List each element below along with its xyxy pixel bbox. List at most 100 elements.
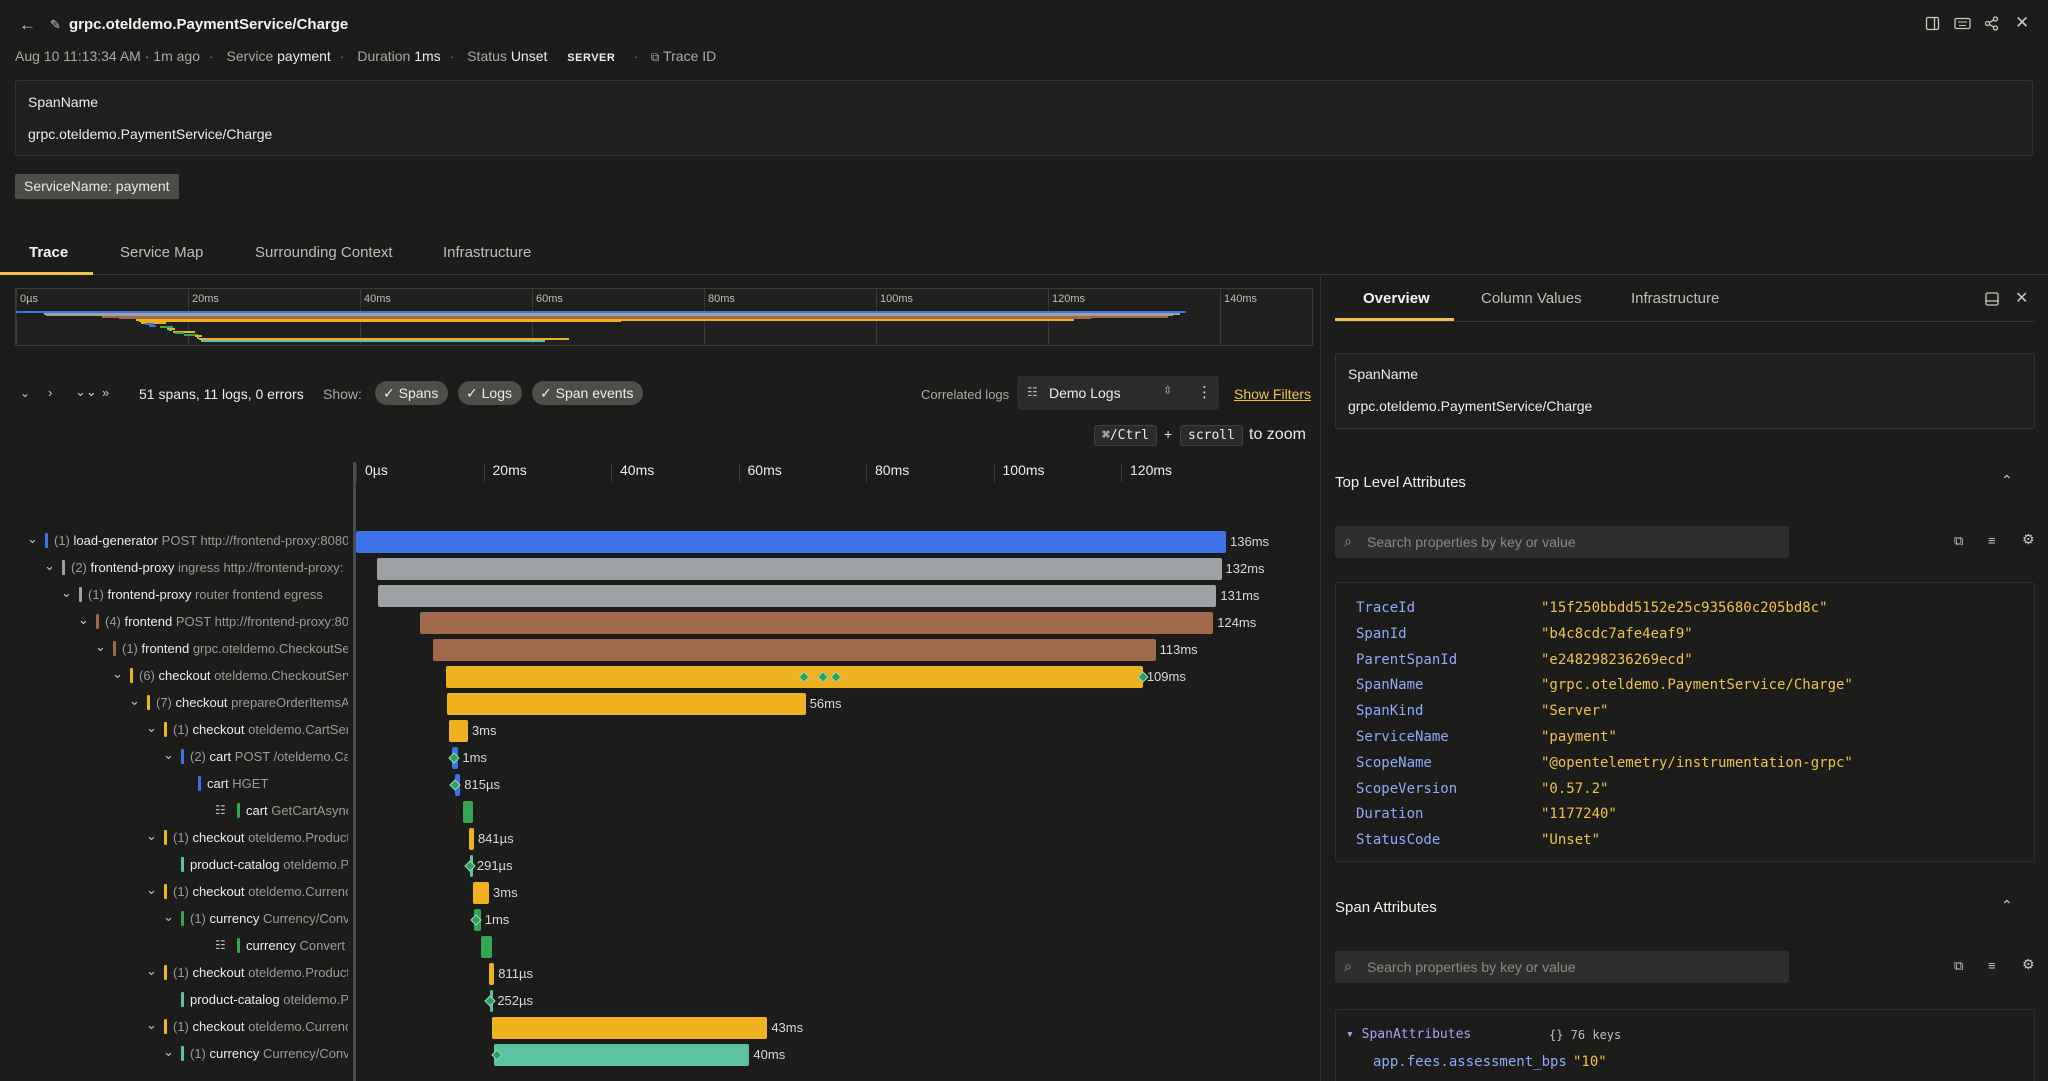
chevron-down-icon[interactable]: ⌄ xyxy=(163,1044,174,1059)
span-row[interactable]: ⌄ (1) checkout oteldemo.Currency 3ms xyxy=(0,879,1318,906)
share-icon[interactable] xyxy=(1984,16,1999,34)
span-row[interactable]: ⌄ (1) frontend-proxy router frontend egre… xyxy=(0,582,1318,609)
span-bar[interactable] xyxy=(447,693,806,715)
span-row[interactable]: ⌄ (1) checkout oteldemo.CartService 3ms xyxy=(0,717,1318,744)
chevron-down-icon[interactable]: ⌄ xyxy=(112,666,123,681)
chevron-up-icon[interactable]: ⌃ xyxy=(2001,472,2013,488)
tab-column-values[interactable]: Column Values xyxy=(1481,290,1582,307)
timeline-divider[interactable] xyxy=(353,462,356,1081)
span-row[interactable]: ⌄ (1) currency Currency/Convert 1ms xyxy=(0,906,1318,933)
tab-infrastructure[interactable]: Infrastructure xyxy=(443,244,532,261)
chevron-down-icon[interactable]: ⌄ xyxy=(146,828,157,843)
tab-service-map[interactable]: Service Map xyxy=(120,244,204,261)
chevron-down-icon[interactable]: ⌄ xyxy=(163,909,174,924)
span-bar[interactable] xyxy=(492,1017,768,1039)
span-events-toggle-chip[interactable]: ✓ Span events xyxy=(532,381,644,405)
span-row[interactable]: ⌄ (1) checkout oteldemo.ProductCatalog 841… xyxy=(0,825,1318,852)
copy-icon[interactable]: ⧉ xyxy=(1954,533,1964,548)
top-attributes-search-input[interactable] xyxy=(1367,526,1777,558)
span-row[interactable]: ⌄ (7) checkout prepareOrderItemsAndShippi… xyxy=(0,690,1318,717)
span-bar[interactable] xyxy=(432,639,1156,661)
span-bar[interactable] xyxy=(463,801,474,823)
more-options-icon[interactable]: ⋮ xyxy=(1197,384,1212,401)
tab-detail-infrastructure[interactable]: Infrastructure xyxy=(1631,290,1720,307)
chevron-up-icon[interactable]: ⌃ xyxy=(2001,897,2013,913)
service-name-filter-badge[interactable]: ServiceName: payment xyxy=(15,174,179,199)
wrap-text-icon[interactable]: ≡ xyxy=(1988,533,1996,548)
span-row[interactable]: ⌄ (4) frontend POST http://frontend-proxy… xyxy=(0,609,1318,636)
log-source-select[interactable]: ☷ Demo Logs ⇳ ⋮ xyxy=(1017,376,1219,410)
tab-overview[interactable]: Overview xyxy=(1363,290,1430,307)
copy-trace-id-button[interactable]: ⧉ Trace ID xyxy=(651,48,716,64)
span-bar[interactable] xyxy=(493,1044,750,1066)
span-row[interactable]: product-catalog oteldemo.ProductCatalog 2… xyxy=(0,987,1318,1014)
span-row[interactable]: ⌄ (2) cart POST /oteldemo.CartService 1ms xyxy=(0,744,1318,771)
attribute-value[interactable]: "b4c8cdc7afe4eaf9" xyxy=(1541,625,1693,642)
span-row[interactable]: ⌄ (1) load-generator POST http://frontend… xyxy=(0,528,1318,555)
gear-icon[interactable]: ⚙ xyxy=(2022,531,2035,547)
span-event-marker[interactable] xyxy=(464,860,476,872)
dock-panel-icon[interactable] xyxy=(1985,292,1999,309)
keyboard-icon[interactable] xyxy=(1954,16,1971,34)
span-bar[interactable] xyxy=(448,720,468,742)
attribute-value[interactable]: "@opentelemetry/instrumentation-grpc" xyxy=(1541,754,1853,771)
chevron-down-icon[interactable]: ⌄ xyxy=(146,720,157,735)
collapse-all-icon[interactable]: ⌄ xyxy=(20,386,31,400)
trace-minimap[interactable]: 0µs 20ms 40ms 60ms 80ms 100ms 120ms 140ms xyxy=(15,288,1313,346)
span-row[interactable]: ⌄ (6) checkout oteldemo.CheckoutService 10… xyxy=(0,663,1318,690)
chevron-down-icon[interactable]: ⌄ xyxy=(146,963,157,978)
attribute-value[interactable]: "e248298236269ecd" xyxy=(1541,651,1693,668)
gear-icon[interactable]: ⚙ xyxy=(2022,956,2035,972)
span-bar[interactable] xyxy=(445,666,1143,688)
span-bar[interactable] xyxy=(468,828,474,850)
close-panel-icon[interactable]: ✕ xyxy=(2015,290,2029,307)
span-row[interactable]: product-catalog oteldemo.ProductCatalog 2… xyxy=(0,852,1318,879)
attribute-value[interactable]: "grpc.oteldemo.PaymentService/Charge" xyxy=(1541,677,1853,694)
chevron-down-icon[interactable]: ⌄ xyxy=(44,558,55,573)
chevron-down-icon[interactable]: ⌄ xyxy=(61,585,72,600)
tab-surrounding-context[interactable]: Surrounding Context xyxy=(255,244,393,261)
span-row[interactable]: ☷ currency Convert conversion xyxy=(0,933,1318,960)
attribute-value[interactable]: "15f250bbdd5152e25c935680c205bd8c" xyxy=(1541,600,1828,616)
span-bar[interactable] xyxy=(473,882,490,904)
span-row[interactable]: cart HGET 815µs xyxy=(0,771,1318,798)
span-bar[interactable] xyxy=(480,936,492,958)
span-row[interactable]: ⌄ (2) frontend-proxy ingress http://front… xyxy=(0,555,1318,582)
chevron-down-icon[interactable]: ⌄ xyxy=(27,531,38,546)
attribute-value[interactable]: "Unset" xyxy=(1541,832,1601,849)
wrap-text-icon[interactable]: ≡ xyxy=(1988,958,1996,973)
logs-toggle-chip[interactable]: ✓ Logs xyxy=(458,381,522,405)
expand-all-icon[interactable]: » xyxy=(102,385,110,400)
expand-one-icon[interactable]: › xyxy=(48,385,53,400)
chevron-down-icon[interactable]: ⌄ xyxy=(129,693,140,708)
chevron-down-icon[interactable]: ⌄ xyxy=(95,639,106,654)
chevron-down-icon[interactable]: ⌄ xyxy=(146,1017,157,1032)
span-row[interactable]: ☷ cart GetCartAsync xyxy=(0,798,1318,825)
attribute-value[interactable]: "1177240" xyxy=(1541,806,1617,823)
span-row[interactable]: ⌄ (1) currency Currency/Convert 40ms xyxy=(0,1041,1318,1068)
tab-trace[interactable]: Trace xyxy=(29,244,69,261)
show-filters-link[interactable]: Show Filters xyxy=(1234,386,1312,402)
sidebar-toggle-icon[interactable] xyxy=(1925,16,1940,34)
spans-toggle-chip[interactable]: ✓ Spans xyxy=(375,381,449,405)
span-bar[interactable] xyxy=(489,963,495,985)
attribute-value[interactable]: "0.57.2" xyxy=(1541,780,1609,797)
back-arrow-icon[interactable]: ← xyxy=(19,15,36,34)
span-bar[interactable] xyxy=(356,531,1226,553)
attribute-value[interactable]: "Server" xyxy=(1541,703,1609,720)
span-event-marker[interactable] xyxy=(484,995,496,1007)
attribute-value[interactable]: "payment" xyxy=(1541,729,1617,745)
close-icon[interactable]: ✕ xyxy=(2015,13,2030,32)
span-row[interactable]: ⌄ (1) frontend grpc.oteldemo.CheckoutServ… xyxy=(0,636,1318,663)
chevron-down-icon[interactable]: ⌄ xyxy=(146,882,157,897)
span-attributes-search-input[interactable] xyxy=(1367,951,1777,983)
span-row[interactable]: ⌄ (1) checkout oteldemo.Currency 43ms xyxy=(0,1014,1318,1041)
copy-icon[interactable]: ⧉ xyxy=(1954,958,1964,973)
chevron-down-icon[interactable]: ⌄ xyxy=(78,612,89,627)
span-bar[interactable] xyxy=(377,558,1222,580)
span-row[interactable]: ⌄ (1) checkout oteldemo.ProductCatalog 811… xyxy=(0,960,1318,987)
span-bar[interactable] xyxy=(378,585,1217,607)
expand-level-icon[interactable]: ⌄⌄ xyxy=(75,384,97,399)
span-bar[interactable] xyxy=(419,612,1214,634)
chevron-down-icon[interactable]: ⌄ xyxy=(163,747,174,762)
